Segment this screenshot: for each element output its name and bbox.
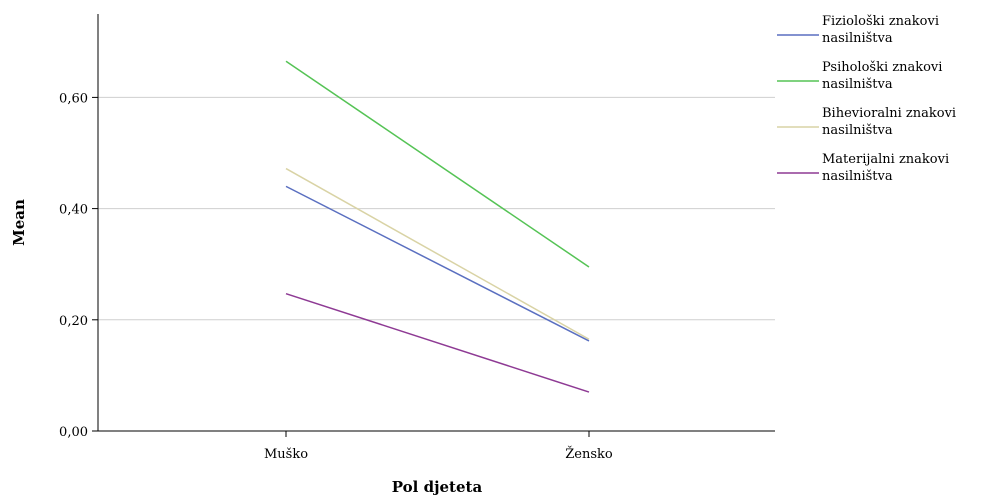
- x-axis-title: Pol djeteta: [392, 478, 483, 496]
- legend-label: Fiziološki znakovi: [822, 14, 939, 29]
- series-lines: [285, 60, 590, 393]
- x-tick-label: Žensko: [565, 446, 613, 462]
- x-tick-label: Muško: [264, 447, 308, 462]
- legend-label: nasilništva: [822, 169, 893, 184]
- legend-label: nasilništva: [822, 31, 893, 46]
- axis-labels: 0,00 0,20 0,40 0,60 Muško Žensko Pol djeteta Me…: [10, 91, 613, 496]
- legend-label: nasilništva: [822, 77, 893, 92]
- y-tick-label: 0,40: [59, 203, 88, 218]
- series-line-3: [285, 167, 590, 340]
- legend-label: Bihevioralni znakovi: [822, 106, 956, 121]
- gridlines: [98, 96, 775, 321]
- series-line-2: [285, 60, 590, 268]
- series-line-4: [285, 292, 590, 393]
- axes: [92, 14, 775, 437]
- y-tick-label: 0,20: [59, 314, 88, 329]
- y-axis-title: Mean: [10, 199, 28, 246]
- y-tick-label: 0,00: [59, 425, 88, 440]
- legend-label: nasilništva: [822, 123, 893, 138]
- legend-label: Psihološki znakovi: [822, 60, 942, 75]
- legend-label: Materijalni znakovi: [822, 152, 949, 167]
- series-line-1: [285, 185, 590, 342]
- legend: Fiziološki znakovi nasilništva Psihološki …: [777, 14, 956, 184]
- y-tick-label: 0,60: [59, 91, 88, 106]
